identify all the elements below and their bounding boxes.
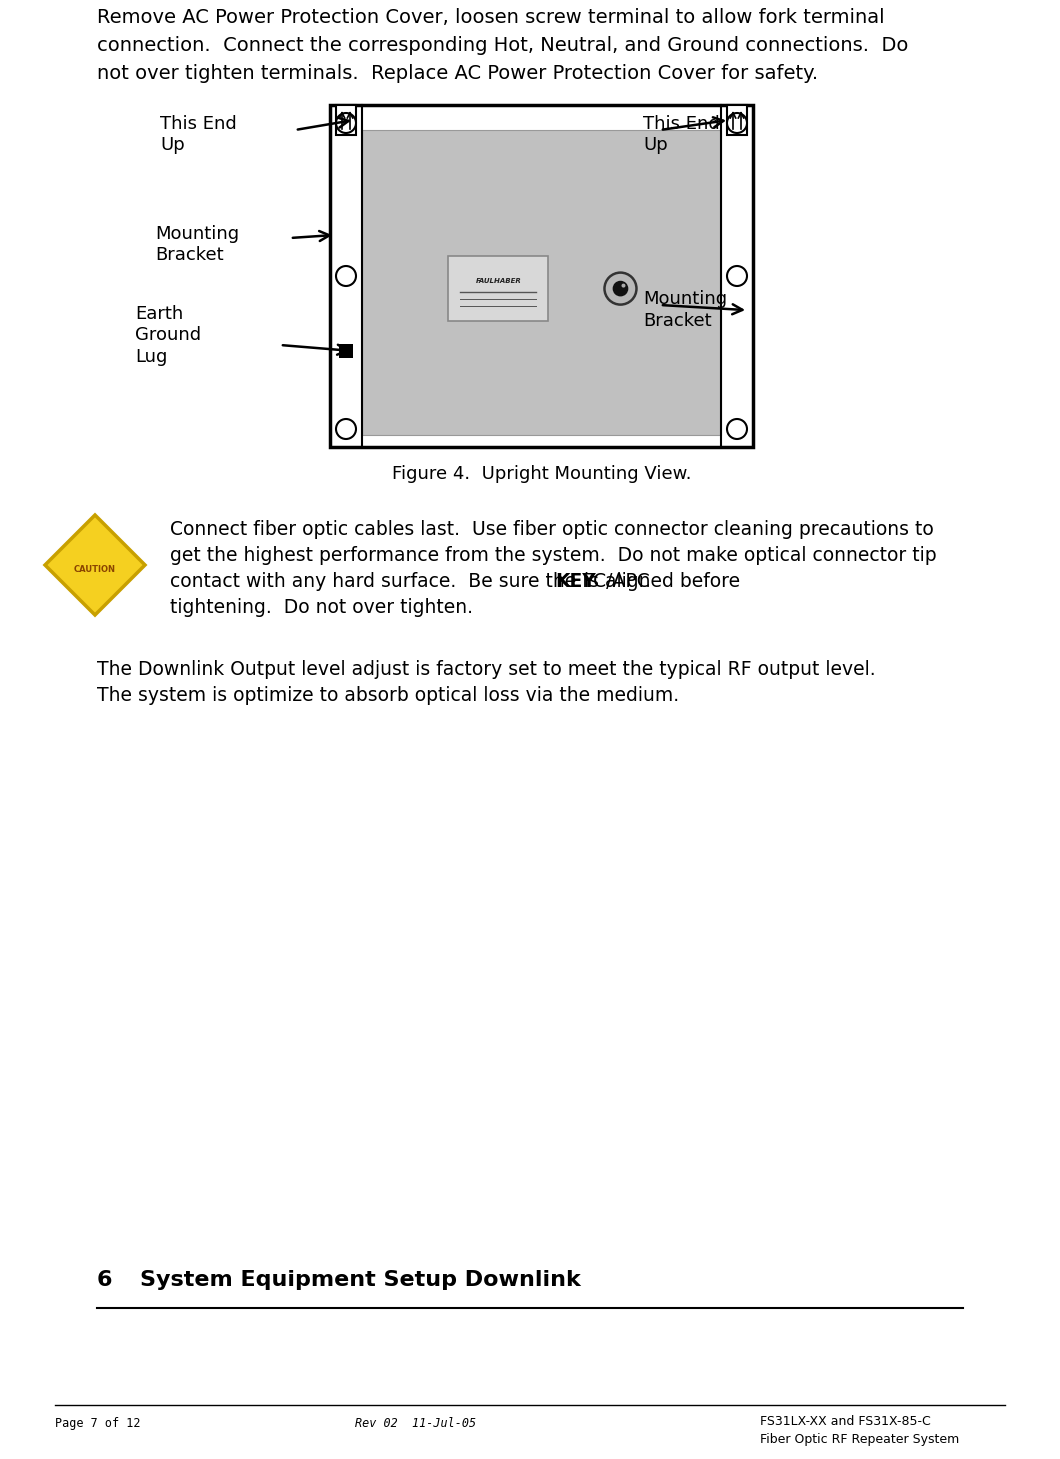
Text: Page 7 of 12: Page 7 of 12 <box>55 1417 141 1430</box>
Text: KEY: KEY <box>555 572 596 591</box>
Bar <box>363 130 721 435</box>
Text: Earth
Ground
Lug: Earth Ground Lug <box>135 305 201 366</box>
Text: not over tighten terminals.  Replace AC Power Protection Cover for safety.: not over tighten terminals. Replace AC P… <box>98 64 818 83</box>
Circle shape <box>727 266 747 286</box>
Text: is aligned before: is aligned before <box>578 572 740 591</box>
Text: contact with any hard surface.  Be sure the FC/APC: contact with any hard surface. Be sure t… <box>170 572 656 591</box>
Bar <box>336 105 356 136</box>
Text: CAUTION: CAUTION <box>74 565 116 573</box>
Text: Mounting
Bracket: Mounting Bracket <box>155 225 240 264</box>
Circle shape <box>614 282 628 296</box>
Circle shape <box>336 266 356 286</box>
Text: Remove AC Power Protection Cover, loosen screw terminal to allow fork terminal: Remove AC Power Protection Cover, loosen… <box>98 7 885 28</box>
Circle shape <box>621 283 625 287</box>
Circle shape <box>336 112 356 133</box>
Text: Mounting
Bracket: Mounting Bracket <box>643 290 727 330</box>
Text: FAULHABER: FAULHABER <box>476 277 522 283</box>
Text: connection.  Connect the corresponding Hot, Neutral, and Ground connections.  Do: connection. Connect the corresponding Ho… <box>98 36 908 55</box>
Text: tightening.  Do not over tighten.: tightening. Do not over tighten. <box>170 598 473 617</box>
Text: Fiber Optic RF Repeater System: Fiber Optic RF Repeater System <box>760 1433 959 1446</box>
Text: This End
Up: This End Up <box>160 115 236 155</box>
Text: 6: 6 <box>98 1269 112 1290</box>
Text: get the highest performance from the system.  Do not make optical connector tip: get the highest performance from the sys… <box>170 546 937 565</box>
Polygon shape <box>45 515 145 616</box>
Bar <box>339 344 353 357</box>
Text: System Equipment Setup Downlink: System Equipment Setup Downlink <box>140 1269 581 1290</box>
Bar <box>330 105 753 446</box>
Circle shape <box>727 419 747 439</box>
Text: Connect fiber optic cables last.  Use fiber optic connector cleaning precautions: Connect fiber optic cables last. Use fib… <box>170 519 934 538</box>
Text: The Downlink Output level adjust is factory set to meet the typical RF output le: The Downlink Output level adjust is fact… <box>98 659 876 678</box>
Text: FS31LX-XX and FS31X-85-C: FS31LX-XX and FS31X-85-C <box>760 1415 931 1428</box>
Text: The system is optimize to absorb optical loss via the medium.: The system is optimize to absorb optical… <box>98 686 679 705</box>
Circle shape <box>604 273 636 305</box>
Circle shape <box>727 112 747 133</box>
Bar <box>727 105 747 136</box>
Bar <box>448 255 548 321</box>
Text: Figure 4.  Upright Mounting View.: Figure 4. Upright Mounting View. <box>392 465 691 483</box>
Text: This End
Up: This End Up <box>643 115 720 155</box>
Text: Rev 02  11-Jul-05: Rev 02 11-Jul-05 <box>355 1417 476 1430</box>
Circle shape <box>336 419 356 439</box>
